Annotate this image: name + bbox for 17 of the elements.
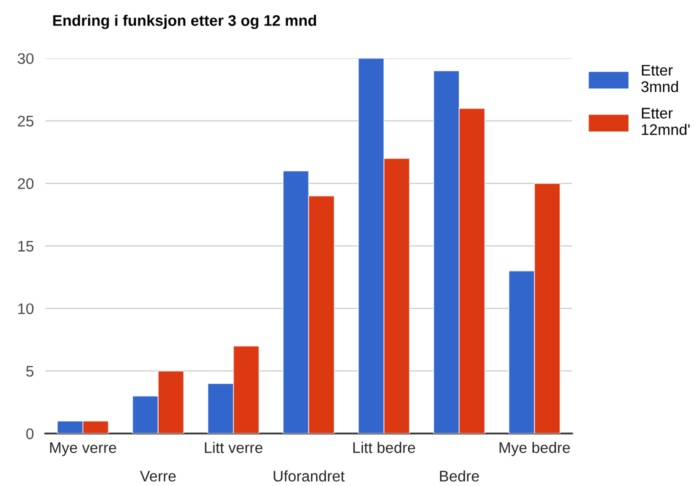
x-tick-label: Uforandret [274, 470, 345, 482]
x-tick-label: Bedre [440, 470, 479, 482]
y-tick-label: 15 [18, 240, 34, 252]
chart-title: Endring i funksjon etter 3 og 12 mnd [53, 14, 316, 30]
legend-label: Etter 12mnd' [642, 108, 690, 136]
y-tick-label: 0 [26, 428, 34, 440]
y-tick-label: 30 [18, 53, 34, 64]
legend-label: Etter 3mnd [641, 64, 678, 92]
y-tick-label: 20 [18, 178, 34, 190]
x-tick-label: Verre [140, 470, 176, 482]
x-tick-label: Litt bedre [353, 442, 416, 454]
x-tick-label: Mye bedre [500, 442, 570, 456]
x-tick-label: Mye verre [50, 442, 116, 456]
y-tick-label: 25 [18, 116, 34, 127]
x-tick-label: Litt verre [204, 442, 262, 454]
y-tick-label: 10 [18, 303, 34, 314]
y-tick-label: 5 [26, 366, 34, 377]
